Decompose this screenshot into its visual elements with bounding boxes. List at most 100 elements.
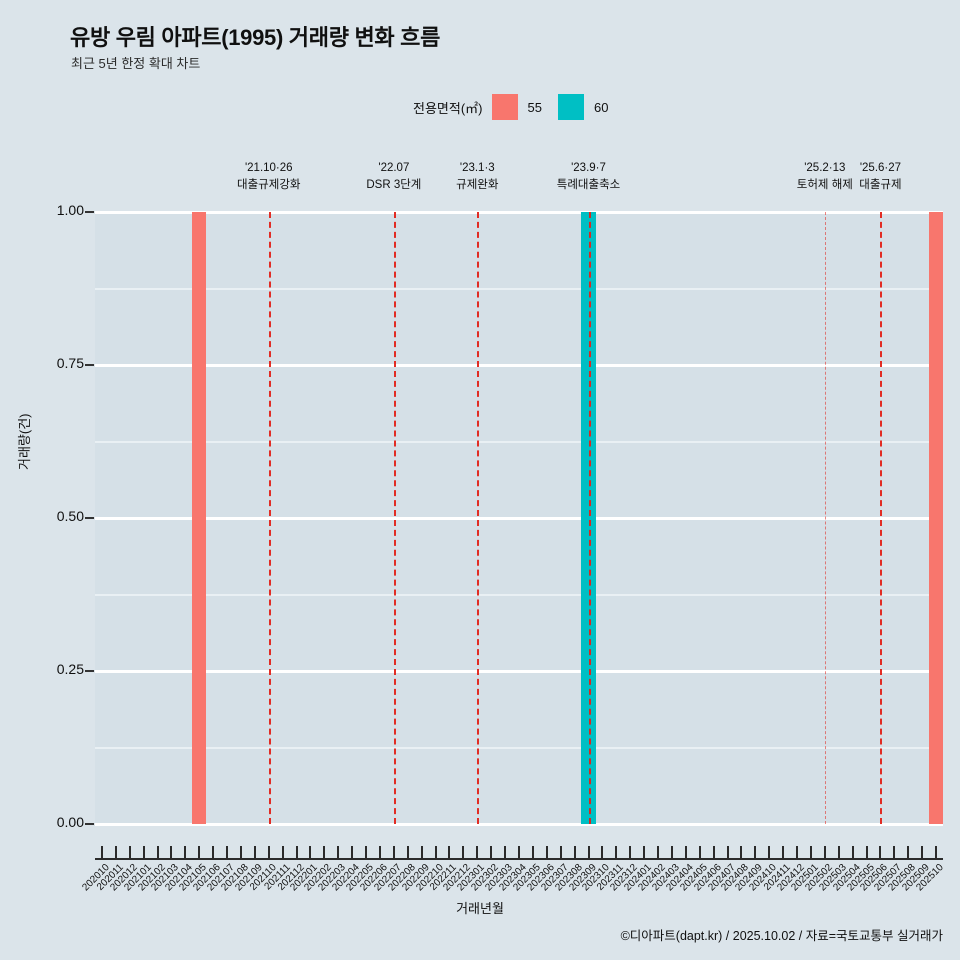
- x-axis-tick-mark: [629, 846, 632, 858]
- legend: 전용면적(㎡) 55 60: [413, 94, 624, 120]
- event-annotation: '23.9·7 특례대출축소: [519, 160, 659, 193]
- chart-subtitle: 최근 5년 한정 확대 차트: [71, 56, 201, 71]
- x-axis-tick-mark: [295, 846, 298, 858]
- x-axis-tick-mark: [434, 846, 437, 858]
- x-axis-tick-mark: [670, 846, 673, 858]
- x-axis-tick-mark: [726, 846, 729, 858]
- x-axis-line: [95, 858, 943, 860]
- x-axis-tick-mark: [545, 846, 548, 858]
- x-axis-tick-mark: [504, 846, 507, 858]
- x-axis-tick-mark: [809, 846, 812, 858]
- x-axis-tick-mark: [212, 846, 215, 858]
- x-axis-tick-mark: [226, 846, 229, 858]
- x-axis-tick-mark: [643, 846, 646, 858]
- x-axis-tick-mark: [198, 846, 201, 858]
- bar[interactable]: [928, 212, 944, 824]
- x-axis-tick-mark: [587, 846, 590, 858]
- gridline-major: [95, 363, 943, 367]
- y-axis-tick-mark: [85, 517, 94, 519]
- x-axis-tick-mark: [476, 846, 479, 858]
- event-line: [393, 212, 396, 824]
- x-axis-tick-mark: [921, 846, 924, 858]
- x-axis-tick-mark: [406, 846, 409, 858]
- event-line: [880, 212, 883, 824]
- x-axis-tick-mark: [740, 846, 743, 858]
- event-annotation-text: 토허제 해제: [796, 178, 853, 191]
- event-annotation-date: '21.10·26: [244, 162, 293, 174]
- event-line: [268, 212, 271, 824]
- event-annotation-text: 특례대출축소: [556, 178, 621, 191]
- x-axis-tick-mark: [754, 846, 757, 858]
- x-axis-tick-mark: [267, 846, 270, 858]
- y-axis-tick-mark: [85, 364, 94, 366]
- event-annotation: '23.1·3 규제완화: [407, 160, 547, 193]
- x-axis-tick-mark: [851, 846, 854, 858]
- event-annotation: '22.07 DSR 3단계: [324, 160, 464, 193]
- x-axis-tick-mark: [281, 846, 284, 858]
- y-axis-title: 거래량(건): [17, 413, 32, 471]
- bar[interactable]: [192, 212, 207, 824]
- x-axis-tick-mark: [323, 846, 326, 858]
- y-axis-tick-mark: [85, 670, 94, 672]
- x-axis-tick-mark: [907, 846, 910, 858]
- y-axis-tick-label: 1.00: [56, 202, 84, 218]
- x-axis-tick-mark: [253, 846, 256, 858]
- gridline-minor: [95, 593, 943, 596]
- x-axis-tick-mark: [142, 846, 145, 858]
- y-axis-tick-label: 0.75: [56, 355, 84, 371]
- footer-caption: ©디아파트(dapt.kr) / 2025.10.02 / 자료=국토교통부 실…: [620, 929, 943, 943]
- event-line: [588, 212, 591, 824]
- gridline-major: [95, 669, 943, 673]
- x-axis-tick-mark: [601, 846, 604, 858]
- x-axis-tick-mark: [420, 846, 423, 858]
- plot-area: [95, 210, 944, 826]
- x-axis-title: 거래년월: [456, 901, 504, 916]
- legend-swatch-55: [491, 94, 518, 120]
- x-axis-tick-mark: [657, 846, 660, 858]
- x-axis-tick-mark: [184, 846, 187, 858]
- y-axis-tick-label: 0.25: [56, 661, 84, 677]
- x-axis-tick-mark: [462, 846, 465, 858]
- event-annotation-text: DSR 3단계: [366, 178, 422, 191]
- x-axis-tick-mark: [351, 846, 354, 858]
- x-axis-tick-mark: [392, 846, 395, 858]
- legend-label-55: 55: [527, 99, 542, 115]
- x-axis-tick-mark: [615, 846, 618, 858]
- event-annotation-text: 규제완화: [456, 178, 499, 191]
- x-axis-tick-mark: [768, 846, 771, 858]
- legend-title: 전용면적(㎡): [413, 100, 483, 116]
- x-axis-tick-mark: [935, 846, 938, 858]
- y-axis-tick-mark: [85, 211, 94, 213]
- gridline-minor: [95, 440, 943, 443]
- bar[interactable]: [581, 212, 596, 824]
- x-axis-tick-mark: [448, 846, 451, 858]
- x-axis-tick-mark: [559, 846, 562, 858]
- x-axis-tick-mark: [698, 846, 701, 858]
- x-axis-tick-mark: [879, 846, 882, 858]
- event-annotation-text: 대출규제: [859, 178, 902, 191]
- event-annotation-date: '25.6·27: [859, 162, 902, 174]
- x-axis-tick-mark: [518, 846, 520, 858]
- legend-item-55[interactable]: 55: [491, 94, 558, 120]
- x-axis-tick-mark: [378, 846, 381, 858]
- gridline-major: [95, 516, 943, 520]
- x-axis-tick-mark: [100, 846, 103, 858]
- x-axis-tick-mark: [573, 846, 576, 858]
- legend-item-60[interactable]: 60: [557, 94, 624, 120]
- legend-swatch-60: [557, 94, 584, 120]
- x-axis-tick-mark: [823, 846, 826, 858]
- event-annotation-date: '22.07: [378, 162, 410, 174]
- x-axis-tick-mark: [365, 846, 368, 858]
- gridline-major: [95, 822, 943, 826]
- x-axis-tick-mark: [796, 846, 799, 858]
- y-axis-tick-label: 0.50: [56, 508, 84, 524]
- x-axis-tick-mark: [782, 846, 785, 858]
- event-annotation: '25.6·27 대출규제: [810, 160, 950, 193]
- event-annotation-text: 대출규제강화: [237, 178, 301, 191]
- event-annotation-date: '23.9·7: [571, 162, 606, 174]
- x-axis-tick-mark: [239, 846, 242, 858]
- y-axis-tick-mark: [85, 823, 94, 825]
- x-axis-tick-mark: [170, 846, 173, 858]
- legend-label-60: 60: [593, 99, 609, 115]
- x-axis-tick-mark: [128, 846, 131, 858]
